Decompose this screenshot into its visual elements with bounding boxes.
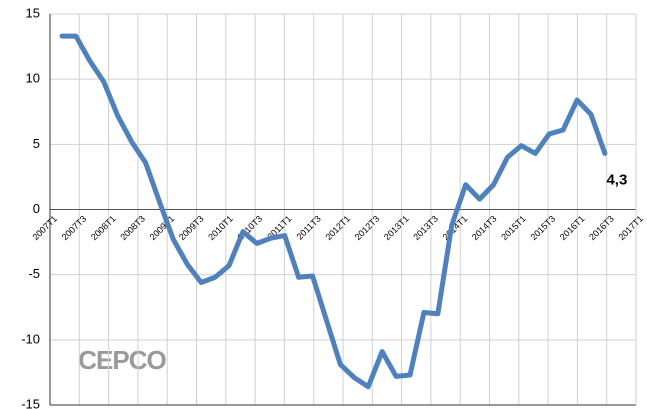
y-tick-label: -15: [21, 396, 40, 409]
y-tick-label: 0: [33, 201, 40, 216]
x-tick-label: 2013T1: [382, 214, 411, 243]
x-tick-label: 2009T3: [177, 214, 206, 243]
x-tick-label: 2016T1: [558, 214, 587, 243]
x-tick-label: 2016T3: [587, 214, 616, 243]
x-tick-label: 2007T1: [30, 214, 59, 243]
data-label: 4,3: [606, 171, 627, 188]
y-tick-label: -10: [21, 331, 40, 346]
x-tick-label: 2012T1: [323, 214, 352, 243]
x-tick-label: 2010T1: [206, 214, 235, 243]
y-tick-label: 15: [26, 5, 40, 20]
x-tick-label: 2011T3: [295, 214, 323, 242]
x-tick-label: 2008T3: [118, 214, 147, 243]
y-tick-label: -5: [28, 266, 40, 281]
x-tick-label: 2014T3: [470, 214, 499, 243]
y-tick-label: 5: [33, 136, 40, 151]
x-tick-label: 2015T3: [529, 214, 558, 243]
x-tick-label: 2008T1: [89, 214, 118, 243]
x-tick-label: 2015T1: [499, 214, 528, 243]
logo: CEPCO: [78, 345, 166, 375]
x-tick-label: 2013T3: [411, 214, 440, 243]
y-tick-label: 10: [26, 71, 40, 86]
x-tick-label: 2007T3: [60, 214, 89, 243]
x-tick-label: 2012T3: [353, 214, 382, 243]
x-tick-label: 2017T1: [616, 214, 645, 243]
data-line: [59, 33, 608, 390]
